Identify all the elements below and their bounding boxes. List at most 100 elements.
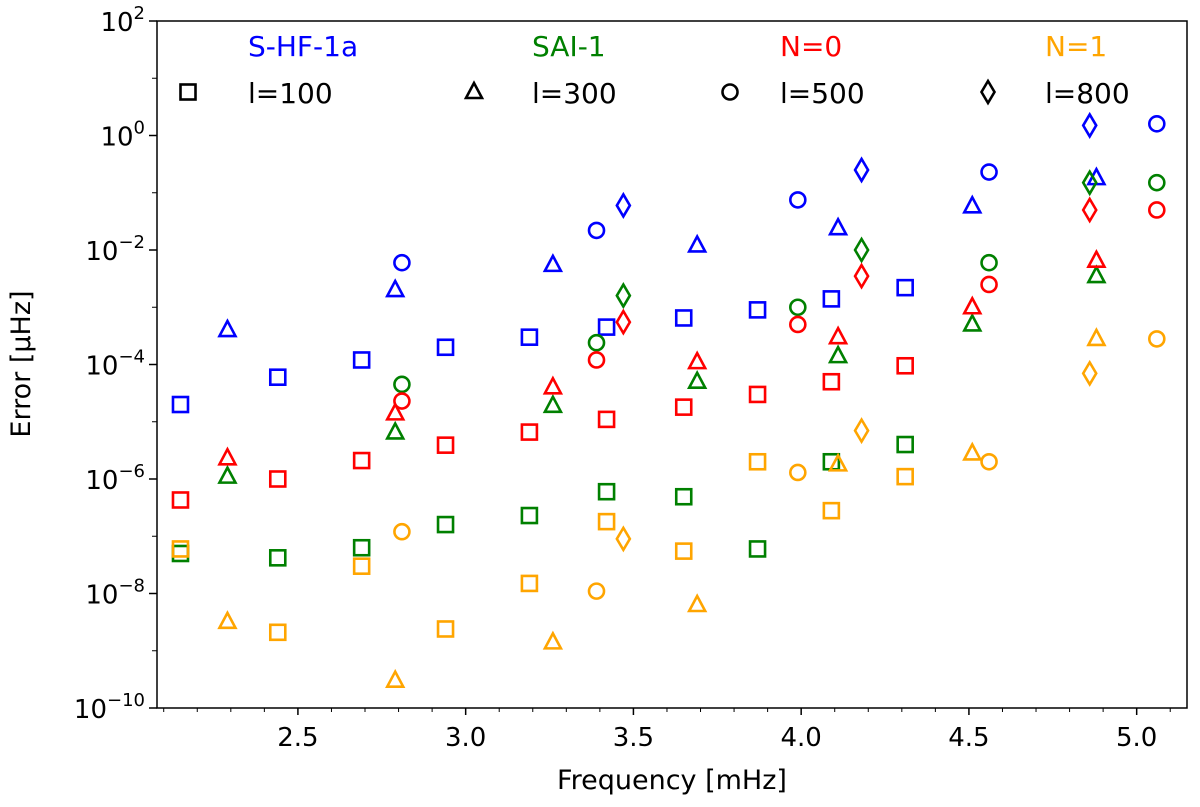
- point-n0-l100: [268, 470, 287, 488]
- point-n1-l100: [352, 557, 371, 575]
- point-sai-l500: [980, 253, 998, 272]
- point-n0-l500: [393, 392, 411, 410]
- point-shf-l100: [822, 290, 841, 308]
- point-n0-l100: [748, 385, 767, 404]
- point-sai-l300: [385, 420, 406, 440]
- y-tick-label: 100: [100, 118, 145, 153]
- point-n1-l100: [748, 452, 767, 471]
- plot-markers: [171, 111, 1166, 688]
- point-shf-l500: [587, 221, 606, 240]
- point-sai-l300: [217, 464, 238, 484]
- y-tick-label: 102: [100, 3, 145, 38]
- point-shf-l300: [962, 194, 983, 214]
- y-axis-label: Error [μHz]: [6, 290, 37, 437]
- legend-symbol-l100: [179, 83, 197, 101]
- x-axis-ticks: 2.5 3.0 3.5 4.0 4.5 5.0: [163, 708, 1171, 753]
- x-tick-label: 4.0: [780, 723, 821, 753]
- point-sai-l300: [962, 312, 983, 332]
- legend-symbol-l500: [721, 83, 739, 101]
- point-sai-l300: [827, 344, 849, 364]
- y-tick-label: 10−4: [85, 347, 145, 382]
- point-sai-l100: [436, 515, 455, 534]
- point-sai-l300: [1086, 264, 1107, 284]
- point-shf-l100: [520, 328, 539, 346]
- point-n0-l100: [896, 356, 914, 375]
- point-sai-l500: [1148, 173, 1166, 192]
- point-shf-l300: [385, 278, 406, 298]
- x-tick-label: 5.0: [1116, 723, 1157, 753]
- x-tick-label: 3.5: [613, 723, 654, 753]
- point-n0-l300: [686, 350, 708, 370]
- point-n0-l300: [217, 446, 238, 466]
- point-n0-l500: [789, 315, 807, 334]
- y-tick-label: 10−10: [74, 690, 145, 725]
- legend-degree-l100: l=100: [248, 77, 333, 110]
- point-sai-l100: [674, 487, 693, 506]
- point-shf-l100: [896, 278, 914, 297]
- legend-symbols: [179, 78, 997, 106]
- point-n0-l100: [822, 372, 841, 391]
- point-sai-l100: [597, 482, 616, 501]
- point-n1-l500: [393, 522, 411, 541]
- plot-frame: [156, 20, 1188, 709]
- point-n1-l500: [980, 452, 998, 471]
- point-shf-l300: [827, 216, 849, 236]
- point-n1-l100: [171, 540, 190, 558]
- point-n0-l100: [352, 451, 371, 470]
- point-n1-l100: [896, 467, 914, 486]
- point-shf-l500: [789, 191, 807, 209]
- y-tick-label: 10−6: [85, 461, 145, 496]
- point-n1-l300: [962, 441, 983, 461]
- point-shf-l100: [597, 318, 616, 336]
- point-shf-l300: [217, 318, 238, 338]
- legend-degree-l800: l=800: [1045, 77, 1130, 110]
- point-n1-l800: [853, 417, 870, 445]
- legend-degree-l500: l=500: [780, 77, 865, 110]
- point-n1-l800: [615, 525, 632, 553]
- point-sai-l800: [615, 282, 632, 310]
- point-shf-l300: [686, 233, 708, 253]
- point-sai-l500: [587, 333, 606, 352]
- point-n1-l100: [436, 620, 455, 638]
- legend-method-shf: S-HF-1a: [248, 30, 358, 63]
- point-n0-l100: [171, 491, 190, 509]
- point-n0-l800: [615, 308, 632, 336]
- point-n1-l300: [385, 668, 406, 688]
- point-sai-l100: [268, 549, 287, 567]
- point-shf-l100: [171, 395, 190, 414]
- legend-method-n0: N=0: [780, 30, 842, 63]
- point-shf-l800: [853, 156, 870, 184]
- point-n0-l500: [1148, 201, 1166, 219]
- x-tick-label: 2.5: [277, 723, 318, 753]
- point-shf-l500: [980, 163, 998, 181]
- point-shf-l100: [352, 351, 371, 369]
- point-shf-l100: [436, 338, 455, 357]
- y-tick-label: 10−2: [85, 232, 145, 267]
- legend-degree-l300: l=300: [532, 77, 617, 110]
- point-sai-l300: [542, 394, 564, 414]
- point-shf-l800: [1081, 111, 1098, 139]
- point-n0-l500: [980, 275, 998, 294]
- point-n1-l800: [1081, 359, 1098, 387]
- point-n0-l300: [962, 295, 983, 315]
- legend-symbol-l300: [463, 80, 485, 100]
- point-n1-l100: [674, 542, 693, 560]
- point-n0-l100: [436, 436, 455, 454]
- point-shf-l500: [393, 253, 411, 272]
- point-n0-l300: [827, 325, 849, 345]
- point-shf-l100: [674, 309, 693, 327]
- point-n1-l100: [520, 574, 539, 593]
- point-n0-l800: [1081, 196, 1098, 224]
- point-n1-l300: [1086, 327, 1107, 347]
- y-tick-label: 10−8: [85, 576, 145, 611]
- point-n0-l300: [385, 401, 406, 421]
- point-shf-l100: [268, 368, 287, 387]
- point-n0-l300: [1086, 248, 1107, 269]
- legend-method-sai: SAI-1: [532, 30, 606, 63]
- point-n1-l300: [827, 452, 849, 472]
- legend: S-HF-1a SAI-1 N=0 N=1 l=100 l=300 l=500 …: [179, 30, 1130, 110]
- point-n1-l100: [597, 512, 616, 531]
- point-n1-l300: [686, 593, 708, 613]
- point-n1-l500: [587, 582, 606, 600]
